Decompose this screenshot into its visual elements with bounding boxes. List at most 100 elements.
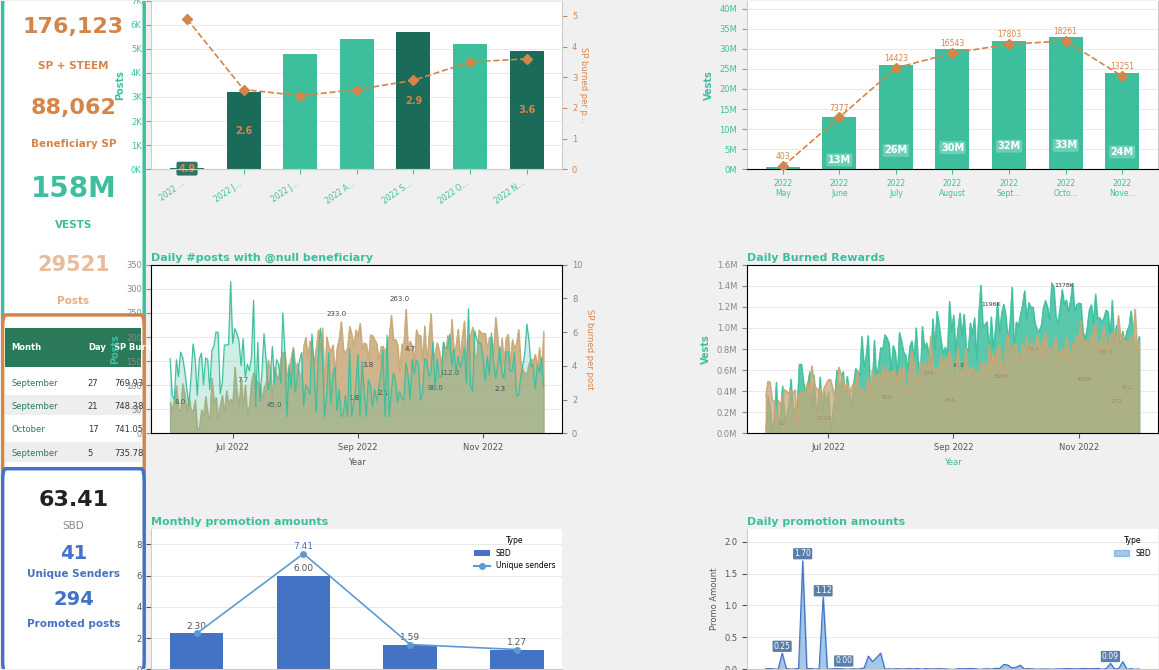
Text: 16543: 16543 — [940, 39, 964, 48]
Text: 741.05: 741.05 — [114, 425, 143, 434]
Text: 2.1: 2.1 — [378, 390, 388, 396]
Text: 4.9: 4.9 — [178, 163, 196, 174]
Legend: SBD: SBD — [1110, 533, 1154, 561]
Text: 7.41: 7.41 — [293, 542, 313, 551]
Text: 111K: 111K — [816, 416, 832, 421]
Text: 176,123: 176,123 — [23, 17, 124, 38]
Text: 735K: 735K — [1098, 350, 1114, 356]
Text: 18261: 18261 — [1054, 27, 1078, 36]
Text: 2.6: 2.6 — [235, 126, 253, 136]
Text: 29521: 29521 — [37, 255, 110, 275]
X-axis label: Year: Year — [348, 458, 366, 466]
Text: 27: 27 — [88, 379, 99, 388]
Text: SP Burn: SP Burn — [114, 343, 152, 352]
Text: 21: 21 — [88, 402, 99, 411]
Text: 32M: 32M — [998, 141, 1021, 151]
Text: 486K: 486K — [1077, 377, 1093, 382]
Bar — [510, 51, 544, 170]
Text: 284: 284 — [943, 398, 955, 403]
Bar — [766, 168, 800, 170]
Text: 508K: 508K — [993, 375, 1009, 379]
Text: 1.27: 1.27 — [506, 638, 527, 647]
Bar — [170, 633, 224, 669]
Text: Daily #posts with @null beneficiary: Daily #posts with @null beneficiary — [152, 253, 373, 263]
Text: 233.0: 233.0 — [327, 311, 347, 317]
Text: Daily promotion amounts: Daily promotion amounts — [748, 517, 905, 527]
X-axis label: Year: Year — [943, 458, 961, 466]
Text: 45.0: 45.0 — [267, 402, 282, 408]
Bar — [6, 372, 141, 392]
Bar — [453, 44, 487, 170]
Text: 620: 620 — [954, 362, 965, 368]
Text: 539: 539 — [923, 371, 934, 376]
Text: 1196K: 1196K — [982, 302, 1001, 307]
Text: 1.8: 1.8 — [348, 395, 359, 401]
Text: Monthly promotion amounts: Monthly promotion amounts — [152, 517, 329, 527]
Text: October: October — [12, 425, 45, 434]
Text: 272: 272 — [1110, 399, 1122, 404]
Text: 411: 411 — [1121, 385, 1132, 390]
Y-axis label: SP burned per post: SP burned per post — [584, 309, 593, 389]
Bar — [6, 395, 141, 415]
FancyBboxPatch shape — [2, 469, 144, 670]
Bar — [6, 442, 141, 462]
Text: 63.41: 63.41 — [38, 490, 109, 510]
Text: 5: 5 — [88, 449, 93, 458]
Text: 7.7: 7.7 — [238, 377, 249, 383]
Text: 3.6: 3.6 — [518, 105, 535, 115]
Text: 13M: 13M — [828, 155, 851, 165]
Text: Promoted posts: Promoted posts — [27, 619, 121, 629]
Text: 1378K: 1378K — [1055, 283, 1074, 287]
Legend: SBD, Unique senders: SBD, Unique senders — [472, 533, 559, 574]
Text: Month: Month — [12, 343, 42, 352]
Bar — [170, 168, 204, 170]
Text: SBD: SBD — [63, 521, 85, 531]
Text: 0.09: 0.09 — [1102, 652, 1118, 661]
Bar — [277, 576, 330, 669]
Text: 17: 17 — [88, 425, 99, 434]
Text: 88,062: 88,062 — [30, 98, 116, 118]
Text: 2.9: 2.9 — [404, 96, 422, 106]
Text: 24M: 24M — [1110, 147, 1134, 157]
Bar — [490, 649, 544, 669]
Text: Day: Day — [88, 343, 105, 352]
Text: 112.0: 112.0 — [439, 370, 460, 376]
Text: 263.0: 263.0 — [389, 296, 409, 302]
Text: 30M: 30M — [941, 143, 964, 153]
Text: 0.25: 0.25 — [774, 642, 790, 651]
Text: 158M: 158M — [30, 174, 116, 202]
Text: 41: 41 — [60, 543, 87, 563]
Text: 80.0: 80.0 — [428, 385, 443, 391]
Text: 2.30: 2.30 — [187, 622, 206, 631]
Text: 1.12: 1.12 — [815, 586, 831, 595]
Bar — [879, 65, 913, 170]
Text: VESTS: VESTS — [54, 220, 92, 230]
Text: 735.78: 735.78 — [114, 449, 144, 458]
Text: 17803: 17803 — [997, 30, 1021, 40]
Text: 308: 308 — [881, 395, 892, 401]
Text: 33M: 33M — [1054, 141, 1077, 150]
Text: 26M: 26M — [884, 145, 907, 155]
Y-axis label: Vests: Vests — [704, 70, 714, 100]
Y-axis label: Posts: Posts — [115, 70, 125, 100]
Text: Unique Senders: Unique Senders — [27, 569, 119, 579]
Bar — [6, 419, 141, 439]
Text: 14423: 14423 — [884, 54, 907, 63]
Y-axis label: Posts: Posts — [110, 334, 121, 364]
Bar — [227, 92, 261, 170]
Text: 3.8: 3.8 — [363, 362, 374, 368]
Text: Beneficiary SP: Beneficiary SP — [30, 139, 116, 149]
Text: 769.93: 769.93 — [114, 379, 143, 388]
Y-axis label: Promo Amount: Promo Amount — [709, 568, 719, 630]
Bar — [283, 54, 318, 170]
Text: 294: 294 — [53, 590, 94, 610]
Text: 1.59: 1.59 — [400, 633, 421, 642]
Text: 748.38: 748.38 — [114, 402, 144, 411]
Text: 403: 403 — [775, 153, 790, 161]
FancyBboxPatch shape — [2, 315, 144, 486]
Text: 1.70: 1.70 — [794, 549, 811, 558]
Bar — [340, 40, 373, 170]
Text: 770: 770 — [1027, 347, 1038, 352]
Y-axis label: SP burned per p...: SP burned per p... — [580, 47, 589, 123]
Text: 6.00: 6.00 — [293, 564, 314, 574]
